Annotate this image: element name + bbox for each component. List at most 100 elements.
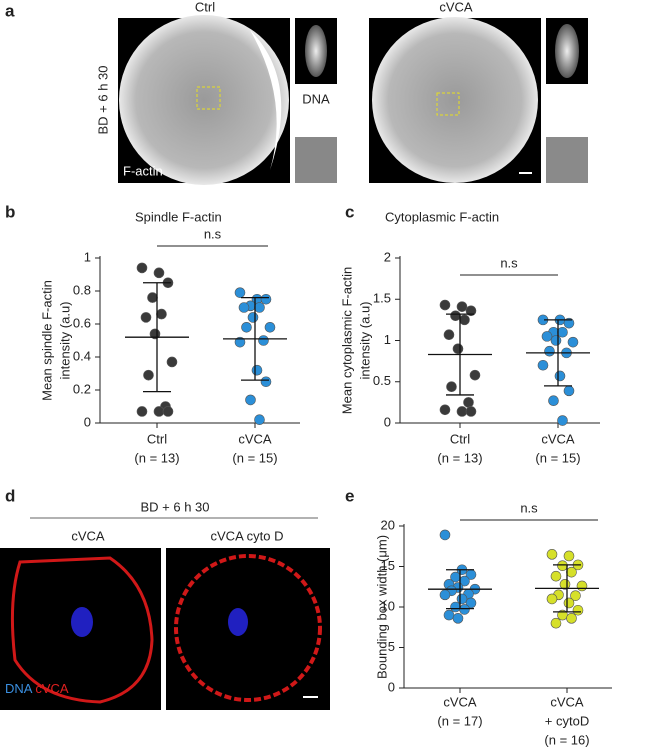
data-point — [439, 589, 451, 601]
column-label: Ctrl — [195, 0, 215, 14]
y-tick-label: 0 — [84, 414, 91, 429]
n-label: (n = 16) — [544, 732, 589, 747]
x-tick-label: cVCA — [550, 694, 584, 709]
significance-label: n.s — [204, 226, 222, 241]
data-point — [147, 292, 158, 303]
x-tick-label: cVCA — [541, 431, 575, 446]
data-point — [546, 549, 558, 560]
y-tick-label: 1.5 — [373, 291, 391, 306]
data-point — [443, 329, 455, 341]
y-axis-label: intensity (a.u) — [57, 301, 72, 379]
data-point — [136, 262, 148, 274]
data-point — [456, 301, 468, 312]
data-point — [465, 597, 477, 609]
y-tick-label: 0 — [384, 414, 391, 429]
column-label: cVCA — [439, 0, 473, 14]
data-point — [550, 570, 562, 582]
data-point — [446, 381, 457, 393]
y-tick-label: 1 — [84, 249, 91, 264]
y-tick-label: 20 — [381, 517, 395, 532]
data-point — [554, 370, 566, 382]
data-point — [162, 406, 174, 417]
data-point — [465, 406, 477, 417]
x-tick-label: Ctrl — [450, 431, 470, 446]
data-point — [456, 593, 468, 605]
data-point — [238, 302, 250, 313]
micrograph — [369, 17, 588, 183]
x-tick-label: Ctrl — [147, 431, 167, 446]
chart-title: Spindle F-actin — [135, 209, 222, 224]
data-point — [247, 312, 259, 323]
data-point — [566, 566, 577, 578]
data-point — [260, 376, 272, 388]
data-point — [234, 287, 246, 298]
data-point — [548, 395, 559, 407]
data-point — [452, 343, 464, 355]
y-tick-label: 10 — [381, 598, 395, 613]
y-tick-label: 0.8 — [73, 282, 91, 297]
legend-cvca: cVCA — [35, 681, 69, 696]
data-point — [439, 529, 451, 541]
data-point — [439, 404, 451, 416]
n-label: (n = 15) — [535, 450, 580, 465]
data-point — [550, 335, 562, 346]
data-point — [567, 336, 579, 348]
micrograph: F-actin — [118, 15, 337, 185]
inset-label: DNA — [302, 91, 330, 106]
y-tick-label: 15 — [381, 558, 395, 573]
data-point — [456, 406, 468, 417]
data-point — [465, 305, 477, 317]
legend: DNA cVCA — [5, 681, 69, 696]
data-point — [576, 580, 588, 592]
y-tick-label: 0.5 — [373, 373, 391, 388]
stain-label: F-actin — [123, 163, 163, 178]
data-point — [459, 604, 470, 615]
data-point — [153, 267, 165, 279]
data-point — [245, 394, 256, 406]
significance-label: n.s — [520, 500, 538, 515]
y-axis-label: Mean cytoplasmic F-actin — [339, 267, 354, 414]
panel-label: d — [5, 486, 15, 505]
data-point — [463, 397, 474, 408]
y-axis-label: intensity (a.u) — [357, 301, 372, 379]
data-point — [260, 293, 272, 305]
y-tick-label: 5 — [388, 639, 395, 654]
data-point — [546, 593, 558, 605]
y-tick-label: 0.6 — [73, 315, 91, 330]
data-point — [459, 314, 470, 326]
data-point — [450, 310, 461, 322]
data-point — [537, 359, 549, 371]
legend-dna: DNA — [5, 681, 33, 696]
column-label: cVCA cyto D — [211, 528, 284, 543]
micrograph — [0, 548, 330, 710]
data-point — [570, 590, 581, 601]
data-point — [563, 385, 575, 397]
significance-label: n.s — [500, 255, 518, 270]
n-label: (n = 13) — [437, 450, 482, 465]
data-point — [557, 326, 568, 338]
x-tick-label: cVCA — [443, 694, 477, 709]
y-axis-label: Mean spindle F-actin — [39, 280, 54, 401]
data-point — [258, 335, 269, 346]
data-point — [140, 312, 152, 323]
data-point — [566, 613, 577, 624]
y-tick-label: 2 — [384, 249, 391, 264]
data-point — [450, 601, 461, 613]
panel-label: b — [5, 202, 15, 221]
data-point — [557, 415, 568, 426]
y-tick-label: 0.2 — [73, 381, 91, 396]
y-axis-label: Bounding box width (μm) — [374, 535, 389, 679]
condition-label: BD + 6 h 30 — [140, 499, 209, 514]
column-label: cVCA — [71, 528, 105, 543]
data-point — [251, 364, 263, 376]
data-point — [439, 299, 451, 311]
data-point — [153, 406, 165, 417]
x-tick-label: cVCA — [238, 431, 272, 446]
data-point — [452, 613, 464, 624]
data-point — [254, 302, 265, 313]
n-label: (n = 15) — [232, 450, 277, 465]
data-point — [241, 321, 252, 333]
n-label: (n = 13) — [134, 450, 179, 465]
data-point — [166, 356, 178, 368]
